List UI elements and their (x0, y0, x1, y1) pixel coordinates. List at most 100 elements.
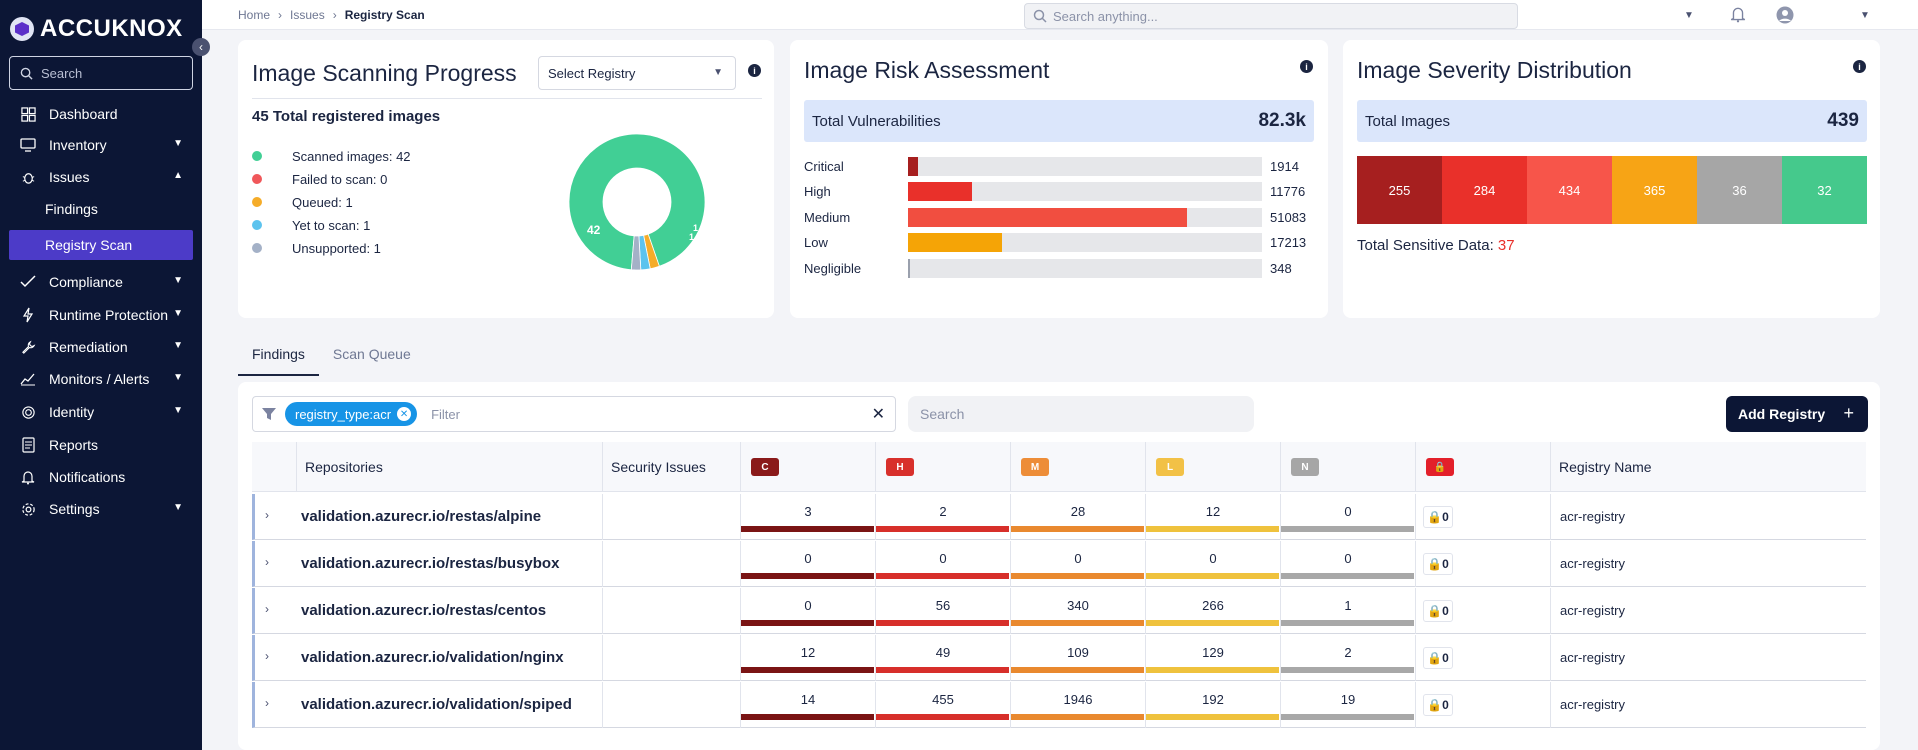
search-icon (1033, 9, 1047, 23)
sidebar-item-dashboard[interactable]: Dashboard (9, 99, 193, 129)
repository-name[interactable]: validation.azurecr.io/validation/spiped (301, 696, 572, 713)
col-security-issues[interactable]: Security Issues (602, 442, 740, 492)
legend-label: Yet to scan: 1 (292, 217, 371, 233)
severity-count-bar (876, 573, 1009, 579)
risk-label: Critical (804, 158, 844, 174)
breadcrumb-home[interactable]: Home (238, 8, 271, 22)
risk-value: 11776 (1270, 184, 1306, 199)
severity-cell[interactable]: 32 (1782, 156, 1867, 224)
severity-cell[interactable]: 284 (1442, 156, 1527, 224)
risk-fill (908, 233, 1002, 252)
sidebar-item-remediation[interactable]: Remediation ▼ (9, 332, 193, 362)
severity-count: 3 (804, 504, 812, 519)
sidebar-item-findings[interactable]: Findings (9, 194, 193, 224)
table-row[interactable]: › validation.azurecr.io/validation/nginx 1… (252, 635, 1866, 681)
select-registry-dropdown[interactable]: Select Registry ▼ (538, 56, 736, 90)
table-row[interactable]: › validation.azurecr.io/restas/busybox 0 0 0… (252, 541, 1866, 587)
severity-cell[interactable]: 365 (1612, 156, 1697, 224)
secrets-badge[interactable]: 🔒 0 (1423, 647, 1453, 669)
repository-name[interactable]: validation.azurecr.io/restas/busybox (301, 555, 560, 572)
user-avatar-icon[interactable] (1776, 6, 1794, 27)
severity-cell[interactable]: 434 (1527, 156, 1612, 224)
sidebar-item-inventory[interactable]: Inventory ▼ (9, 130, 193, 160)
severity-count-cell: 1946 (1010, 682, 1145, 728)
breadcrumb-issues[interactable]: Issues (290, 8, 325, 22)
accuknox-logo[interactable]: ACCUKNOX (10, 14, 183, 44)
chevron-right-icon[interactable]: › (265, 602, 269, 616)
chevron-right-icon[interactable]: › (265, 696, 269, 710)
close-icon[interactable]: ✕ (397, 407, 412, 421)
info-icon[interactable]: i (748, 64, 761, 77)
chevron-down-icon[interactable]: ▼ (1684, 10, 1694, 21)
info-icon[interactable]: i (1853, 60, 1866, 73)
table-search-input[interactable]: Search (908, 396, 1254, 432)
severity-count-bar (741, 526, 874, 532)
severity-count-bar (1146, 526, 1279, 532)
donut-slice[interactable] (568, 133, 706, 271)
severity-cell[interactable]: 255 (1357, 156, 1442, 224)
col-high[interactable]: H (875, 442, 1010, 492)
sidebar-item-identity[interactable]: Identity ▼ (9, 397, 193, 427)
chevron-down-icon[interactable]: ▼ (1860, 10, 1870, 21)
filter-chip[interactable]: registry_type:acr ✕ (285, 402, 418, 426)
filter-box[interactable]: registry_type:acr ✕ Filter ✕ (252, 396, 896, 432)
sidebar-search-input[interactable]: Search (9, 56, 193, 90)
repository-name[interactable]: validation.azurecr.io/validation/nginx (301, 649, 564, 666)
sidebar-item-label: Remediation (49, 339, 128, 355)
donut-slice[interactable] (630, 235, 642, 271)
risk-row-medium: Medium 51083 (804, 207, 1306, 227)
col-low[interactable]: L (1145, 442, 1280, 492)
col-medium[interactable]: M (1010, 442, 1145, 492)
severity-count: 28 (1070, 504, 1086, 519)
sidebar-item-registry-scan[interactable]: Registry Scan (9, 230, 193, 260)
severity-count-cell: 14 (740, 682, 875, 728)
col-critical[interactable]: C (740, 442, 875, 492)
sidebar-item-runtime-protection[interactable]: Runtime Protection ▼ (9, 300, 193, 330)
secrets-badge[interactable]: 🔒 0 (1423, 506, 1453, 528)
col-repositories[interactable]: Repositories (296, 442, 602, 492)
sidebar-item-issues[interactable]: Issues ▲ (9, 162, 193, 192)
col-registry-name[interactable]: Registry Name (1550, 442, 1866, 492)
table-row[interactable]: › validation.azurecr.io/validation/spiped… (252, 682, 1866, 728)
repository-name[interactable]: validation.azurecr.io/restas/alpine (301, 508, 542, 525)
sidebar-item-settings[interactable]: Settings ▼ (9, 494, 193, 524)
chevron-right-icon[interactable]: › (265, 555, 269, 569)
legend-dot (252, 243, 262, 253)
sidebar-item-reports[interactable]: Reports (9, 430, 193, 460)
security-issues-cell (602, 682, 740, 728)
sidebar-item-notifications[interactable]: Notifications (9, 462, 193, 492)
clear-filter-icon[interactable]: ✕ (871, 406, 885, 423)
secrets-badge[interactable]: 🔒 0 (1423, 694, 1453, 716)
col-negligible[interactable]: N (1280, 442, 1415, 492)
secrets-badge[interactable]: 🔒 0 (1423, 600, 1453, 622)
tab-findings[interactable]: Findings (238, 340, 319, 376)
severity-count-cell: 56 (875, 588, 1010, 634)
sidebar-collapse-button[interactable]: ‹ (192, 38, 210, 56)
secrets-badge[interactable]: 🔒 0 (1423, 553, 1453, 575)
col-secrets[interactable]: 🔒 (1415, 442, 1550, 492)
sidebar-item-compliance[interactable]: Compliance ▼ (9, 267, 193, 297)
add-registry-button[interactable]: Add Registry + (1726, 396, 1868, 432)
severity-count-cell: 12 (1145, 494, 1280, 540)
table-header: Repositories Security Issues C H M L N 🔒… (252, 442, 1866, 492)
chevron-right-icon[interactable]: › (265, 649, 269, 663)
critical-badge: C (751, 458, 779, 476)
chevron-down-icon: ▼ (713, 67, 723, 78)
global-search-input[interactable]: Search anything... (1024, 3, 1518, 29)
info-icon[interactable]: i (1300, 60, 1313, 73)
risk-track (908, 156, 1262, 176)
severity-cell[interactable]: 36 (1697, 156, 1782, 224)
severity-count-bar (1146, 573, 1279, 579)
sidebar-item-monitors-alerts[interactable]: Monitors / Alerts ▼ (9, 364, 193, 394)
tab-scan-queue[interactable]: Scan Queue (332, 346, 411, 362)
legend-label: Scanned images: 42 (292, 148, 411, 164)
repository-name[interactable]: validation.azurecr.io/restas/centos (301, 602, 547, 619)
risk-fill (908, 207, 1187, 227)
table-row[interactable]: › validation.azurecr.io/restas/centos 0 56 3… (252, 588, 1866, 634)
registry-cell (1550, 494, 1866, 540)
severity-count: 192 (1202, 692, 1224, 707)
table-row[interactable]: › validation.azurecr.io/restas/alpine 3 2 28… (252, 494, 1866, 540)
negligible-badge: N (1291, 458, 1319, 476)
chevron-right-icon[interactable]: › (265, 508, 269, 522)
bell-icon[interactable] (1730, 6, 1746, 26)
